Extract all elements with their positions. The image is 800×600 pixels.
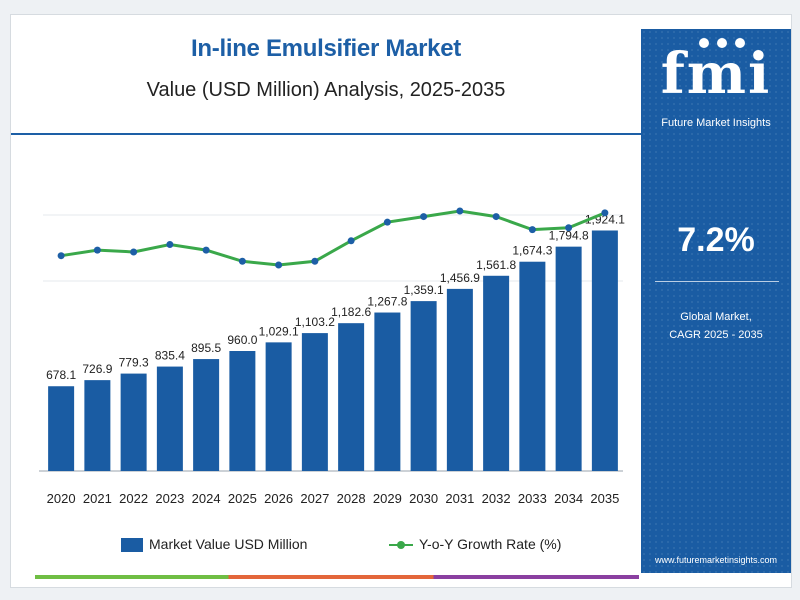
growth-point-2023	[166, 241, 174, 249]
fmi-logo: fmi	[660, 41, 772, 107]
logo-dots-icon	[699, 35, 753, 53]
bar-2035	[591, 230, 618, 471]
growth-point-2030	[420, 213, 428, 221]
bar-2029	[374, 312, 401, 471]
bar-label-2026: 1,029.1	[259, 324, 299, 338]
brand-sidebar: fmi Future Market Insights 7.2% Global M…	[641, 29, 791, 573]
growth-point-2035	[601, 209, 609, 217]
growth-point-2031	[456, 207, 464, 215]
growth-point-2027	[311, 257, 319, 265]
x-tick-2033: 2033	[518, 491, 547, 506]
bar-label-2023: 835.4	[155, 349, 185, 363]
logo-subtitle: Future Market Insights	[661, 117, 771, 129]
x-tick-2028: 2028	[337, 491, 366, 506]
bar-2022	[120, 373, 147, 471]
legend-line-label: Y-o-Y Growth Rate (%)	[419, 536, 562, 552]
bar-2021	[84, 380, 111, 471]
bar-2024	[193, 359, 220, 471]
cagr-value: 7.2%	[677, 221, 755, 259]
x-tick-2027: 2027	[300, 491, 329, 506]
growth-point-2022	[130, 248, 138, 256]
bar-label-2021: 726.9	[82, 362, 112, 376]
growth-point-2034	[565, 224, 573, 232]
bar-2023	[156, 366, 183, 471]
bar-2033	[519, 261, 546, 471]
bar-label-2031: 1,456.9	[440, 271, 480, 285]
growth-point-2021	[93, 246, 101, 254]
growth-point-2024	[202, 246, 210, 254]
x-tick-2020: 2020	[47, 491, 76, 506]
bar-label-2030: 1,359.1	[404, 283, 444, 297]
chart-title: In-line Emulsifier Market	[191, 35, 461, 62]
x-tick-2031: 2031	[445, 491, 474, 506]
x-tick-2021: 2021	[83, 491, 112, 506]
chart-area: 678.1 2020 726.9 2021 779.3 2022 835.4 2023 895.…	[39, 207, 625, 506]
bar-2031	[446, 288, 473, 471]
bar-label-2034: 1,794.8	[549, 229, 589, 243]
x-tick-2032: 2032	[482, 491, 511, 506]
bar-2020	[48, 386, 75, 471]
chart-card: In-line Emulsifier Market Value (USD Mil…	[10, 14, 792, 588]
growth-rate-line	[60, 209, 606, 267]
website-link[interactable]: www.futuremarketinsights.com	[654, 555, 778, 565]
bar-2032	[483, 275, 510, 471]
x-tick-2029: 2029	[373, 491, 402, 506]
x-tick-2022: 2022	[119, 491, 148, 506]
x-tick-2025: 2025	[228, 491, 257, 506]
bar-2025	[229, 351, 256, 471]
growth-point-2028	[347, 237, 355, 245]
x-tick-2026: 2026	[264, 491, 293, 506]
bar-label-2029: 1,267.8	[367, 295, 407, 309]
legend-line-marker	[397, 541, 405, 549]
bar-label-2020: 678.1	[46, 368, 76, 382]
cagr-label-line2: CAGR 2025 - 2035	[669, 329, 763, 341]
bar-label-2025: 960.0	[227, 333, 257, 347]
growth-point-2029	[383, 218, 391, 226]
bar-label-2022: 779.3	[119, 356, 149, 370]
bar-label-2028: 1,182.6	[331, 305, 371, 319]
growth-point-2020	[57, 252, 65, 260]
legend-bar-swatch	[121, 538, 143, 552]
bar-2028	[338, 323, 365, 471]
cagr-label-line1: Global Market,	[680, 311, 752, 323]
x-tick-2034: 2034	[554, 491, 583, 506]
growth-point-2025	[238, 257, 246, 265]
title-divider	[11, 133, 641, 135]
bar-label-2024: 895.5	[191, 341, 221, 355]
footer-color-bar	[35, 575, 639, 579]
x-tick-2024: 2024	[192, 491, 221, 506]
bar-label-2032: 1,561.8	[476, 258, 516, 272]
x-tick-2023: 2023	[155, 491, 184, 506]
cagr-divider	[655, 281, 779, 282]
x-tick-2030: 2030	[409, 491, 438, 506]
bar-2027	[301, 333, 328, 471]
bar-label-2027: 1,103.2	[295, 315, 335, 329]
bar-label-2033: 1,674.3	[512, 244, 552, 258]
x-tick-2035: 2035	[590, 491, 619, 506]
bar-2026	[265, 342, 292, 471]
growth-point-2032	[492, 213, 500, 221]
bar-2034	[555, 246, 582, 471]
growth-point-2026	[275, 261, 283, 269]
chart-legend: Market Value USD Million Y-o-Y Growth Ra…	[121, 533, 641, 557]
legend-bar-label: Market Value USD Million	[149, 536, 308, 552]
bar-2030	[410, 301, 437, 471]
growth-point-2033	[528, 226, 536, 234]
chart-subtitle: Value (USD Million) Analysis, 2025-2035	[146, 79, 506, 101]
